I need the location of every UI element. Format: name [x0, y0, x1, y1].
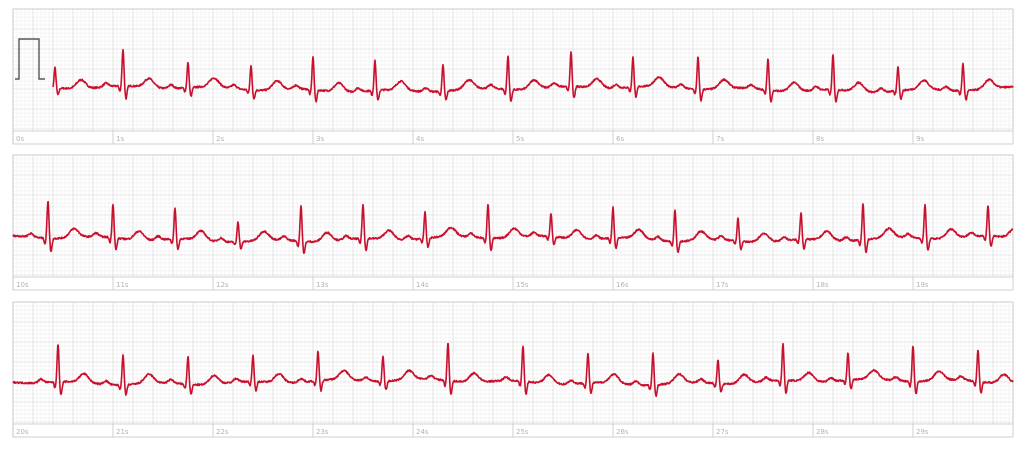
ecg-tick-label: 13s — [316, 281, 329, 289]
ecg-tick-label: 16s — [616, 281, 629, 289]
ecg-tick-label: 6s — [616, 135, 624, 143]
ecg-tick-label: 3s — [316, 135, 324, 143]
ecg-trace — [12, 342, 1014, 398]
ecg-grid-minor — [13, 155, 1013, 277]
ecg-tick-label: 23s — [316, 428, 329, 436]
ecg-tick-label: 8s — [816, 135, 824, 143]
ecg-grid-minor — [13, 302, 1013, 424]
ecg-tick-label: 14s — [416, 281, 429, 289]
ecg-tick-label: 21s — [116, 428, 129, 436]
ecg-tick-label: 27s — [716, 428, 729, 436]
ecg-tick-label: 10s — [16, 281, 29, 289]
ecg-tick-label: 1s — [116, 135, 124, 143]
ecg-tick-label: 17s — [716, 281, 729, 289]
ecg-strip-2: 10s 11s 12s 13s 14s 15s 16s 17s 18s 19s — [12, 154, 1014, 291]
ecg-trace — [12, 200, 1014, 254]
ecg-tick-label: 19s — [916, 281, 929, 289]
ecg-tick-label: 12s — [216, 281, 229, 289]
ecg-trace — [52, 48, 1014, 103]
ecg-tick-label: 28s — [816, 428, 829, 436]
ecg-tick-label: 7s — [716, 135, 724, 143]
ecg-tick-label: 11s — [116, 281, 129, 289]
ecg-tick-label: 5s — [516, 135, 524, 143]
ecg-tick-label: 4s — [416, 135, 424, 143]
ecg-tick-label: 0s — [16, 135, 24, 143]
ecg-grid-major — [12, 301, 1014, 424]
ecg-grid — [12, 8, 1014, 131]
ecg-tick-label: 20s — [16, 428, 29, 436]
ecg-tick-label: 15s — [516, 281, 529, 289]
ecg-tick-label: 18s — [816, 281, 829, 289]
ecg-tick-label: 26s — [616, 428, 629, 436]
calibration-pulse — [15, 38, 45, 80]
ecg-grid-major — [12, 8, 1014, 131]
ecg-tick-label: 25s — [516, 428, 529, 436]
ecg-tick-label: 24s — [416, 428, 429, 436]
ecg-strip-1: 0s 1s 2s 3s 4s 5s 6s 7s 8s 9s — [12, 8, 1014, 145]
ecg-tick-label: 22s — [216, 428, 229, 436]
ecg-tick-label: 2s — [216, 135, 224, 143]
ecg-strip-3: 20s 21s 22s 23s 24s 25s 26s 27s 28s 29s — [12, 301, 1014, 438]
ecg-tick-label: 9s — [916, 135, 924, 143]
ecg-grid — [12, 301, 1014, 424]
ecg-tick-label: 29s — [916, 428, 929, 436]
